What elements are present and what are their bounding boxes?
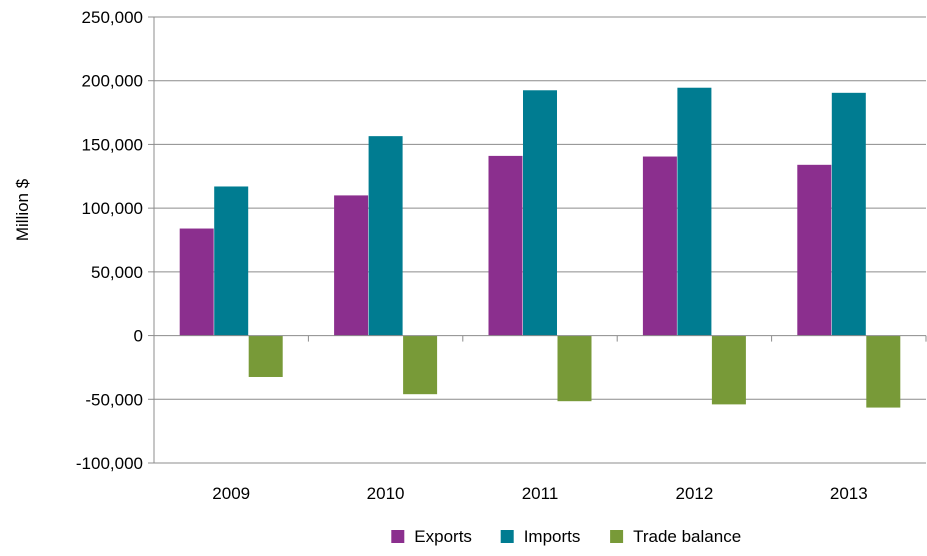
bar-trade-balance-2009 (248, 335, 283, 377)
bar-trade-balance-2013 (866, 335, 901, 408)
y-tick-label: 100,000 (82, 199, 143, 218)
x-tick-label: 2010 (367, 484, 405, 503)
bar-trade-balance-2012 (711, 335, 746, 405)
x-tick-label: 2009 (212, 484, 250, 503)
bar-imports-2009 (214, 186, 249, 336)
x-tick-label: 2012 (675, 484, 713, 503)
legend-swatch-imports (500, 530, 514, 543)
legend-swatch-exports (391, 530, 405, 543)
bar-exports-2010 (334, 195, 369, 336)
legend-label-exports: Exports (414, 527, 472, 546)
y-tick-label: 0 (134, 327, 143, 346)
bar-exports-2013 (797, 164, 832, 336)
y-tick-label: 150,000 (82, 135, 143, 154)
legend-label-imports: Imports (524, 527, 581, 546)
bar-imports-2010 (368, 136, 403, 336)
bar-imports-2013 (831, 92, 866, 336)
y-axis-title: Million $ (13, 178, 32, 241)
bar-imports-2011 (523, 90, 557, 336)
bar-trade-balance-2011 (557, 335, 592, 402)
axes (148, 16, 927, 464)
y-tick-label: 250,000 (82, 8, 143, 27)
bar-exports-2009 (179, 228, 214, 336)
bar-exports-2012 (642, 156, 677, 336)
x-tick-label: 2011 (522, 484, 559, 503)
x-tick-label: 2013 (830, 484, 868, 503)
bar-exports-2011 (488, 155, 523, 336)
legend-label-trade-balance: Trade balance (633, 527, 741, 546)
bars (179, 87, 901, 408)
x-tick-labels: 2009 2010 2011 2012 2013 (212, 484, 867, 503)
legend-swatch-trade-balance (610, 530, 624, 543)
y-tick-labels: 250,000 200,000 150,000 100,000 50,000 0 -50,0… (76, 8, 143, 473)
y-tick-label: -100,000 (76, 454, 143, 473)
legend: Exports Imports Trade balance (391, 527, 741, 546)
bar-trade-balance-2010 (403, 335, 438, 395)
y-tick-label: 200,000 (82, 72, 143, 91)
y-tick-label: 50,000 (91, 263, 143, 282)
y-tick-label: -50,000 (85, 390, 143, 409)
bar-imports-2012 (677, 87, 712, 336)
